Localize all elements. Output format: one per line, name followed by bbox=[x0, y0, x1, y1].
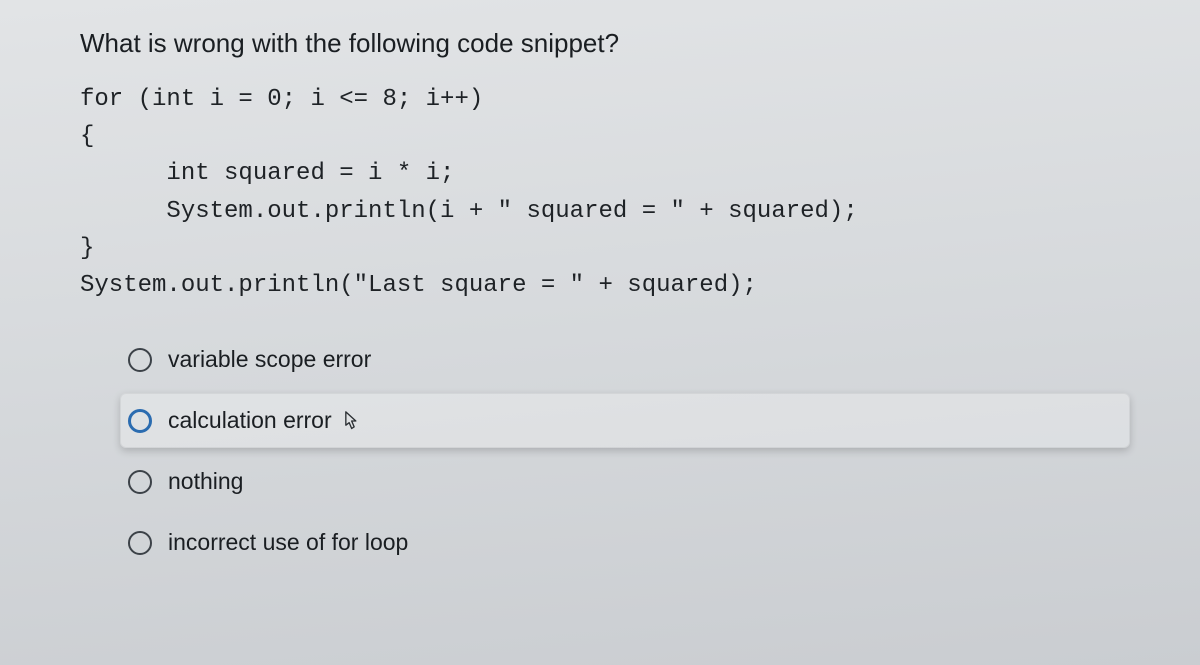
option-label: variable scope error bbox=[168, 346, 371, 373]
radio-icon[interactable] bbox=[128, 531, 152, 555]
option-0[interactable]: variable scope error bbox=[128, 332, 1130, 387]
option-label: calculation error bbox=[168, 407, 332, 434]
question-text: What is wrong with the following code sn… bbox=[80, 28, 1130, 59]
cursor-icon bbox=[340, 410, 360, 432]
option-label: incorrect use of for loop bbox=[168, 529, 408, 556]
options-group: variable scope error calculation error no… bbox=[80, 332, 1130, 570]
radio-icon[interactable] bbox=[128, 348, 152, 372]
code-snippet: for (int i = 0; i <= 8; i++) { int squar… bbox=[80, 81, 1130, 304]
option-label: nothing bbox=[168, 468, 243, 495]
radio-icon[interactable] bbox=[128, 409, 152, 433]
radio-icon[interactable] bbox=[128, 470, 152, 494]
option-1[interactable]: calculation error bbox=[120, 393, 1130, 448]
option-3[interactable]: incorrect use of for loop bbox=[128, 515, 1130, 570]
option-2[interactable]: nothing bbox=[128, 454, 1130, 509]
